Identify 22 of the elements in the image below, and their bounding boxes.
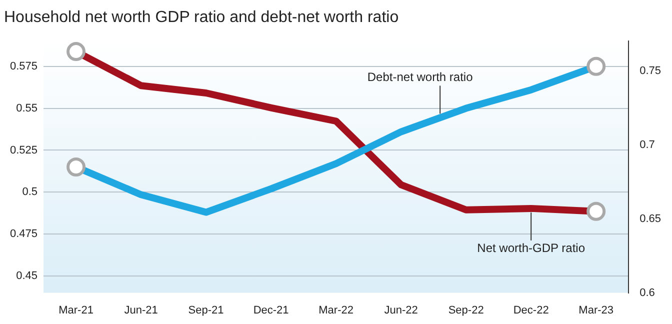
chart-title: Household net worth GDP ratio and debt-net worth ratio [4, 9, 399, 26]
x-tick-label: Dec-21 [253, 304, 289, 316]
x-tick-label: Sep-22 [448, 304, 484, 316]
x-tick-label: Mar-23 [578, 304, 614, 316]
y-tick-label: 0.475 [10, 228, 38, 240]
x-tick-label: Dec-22 [513, 304, 549, 316]
y-tick-label: 0.55 [16, 102, 38, 114]
y-tick-label: 0.525 [10, 144, 38, 156]
x-tick-label: Jun-21 [124, 304, 158, 316]
x-tick-label: Mar-22 [318, 304, 354, 316]
x-tick-label: Mar-21 [58, 304, 94, 316]
x-tick-label: Jun-22 [384, 304, 418, 316]
y-tick-label: 0.5 [22, 186, 38, 198]
y-tick-label: 0.45 [16, 270, 38, 282]
series-label: Net worth-GDP ratio [477, 240, 586, 255]
x-tick-label: Sep-21 [188, 304, 224, 316]
y-tick-label: 0.575 [10, 60, 38, 72]
y2-tick-label: 0.6 [640, 286, 655, 299]
y2-tick-label: 0.75 [640, 64, 662, 77]
series-label: Debt-net worth ratio [367, 70, 474, 84]
y2-tick-label: 0.65 [640, 212, 662, 225]
y2-tick-label: 0.7 [640, 138, 655, 151]
